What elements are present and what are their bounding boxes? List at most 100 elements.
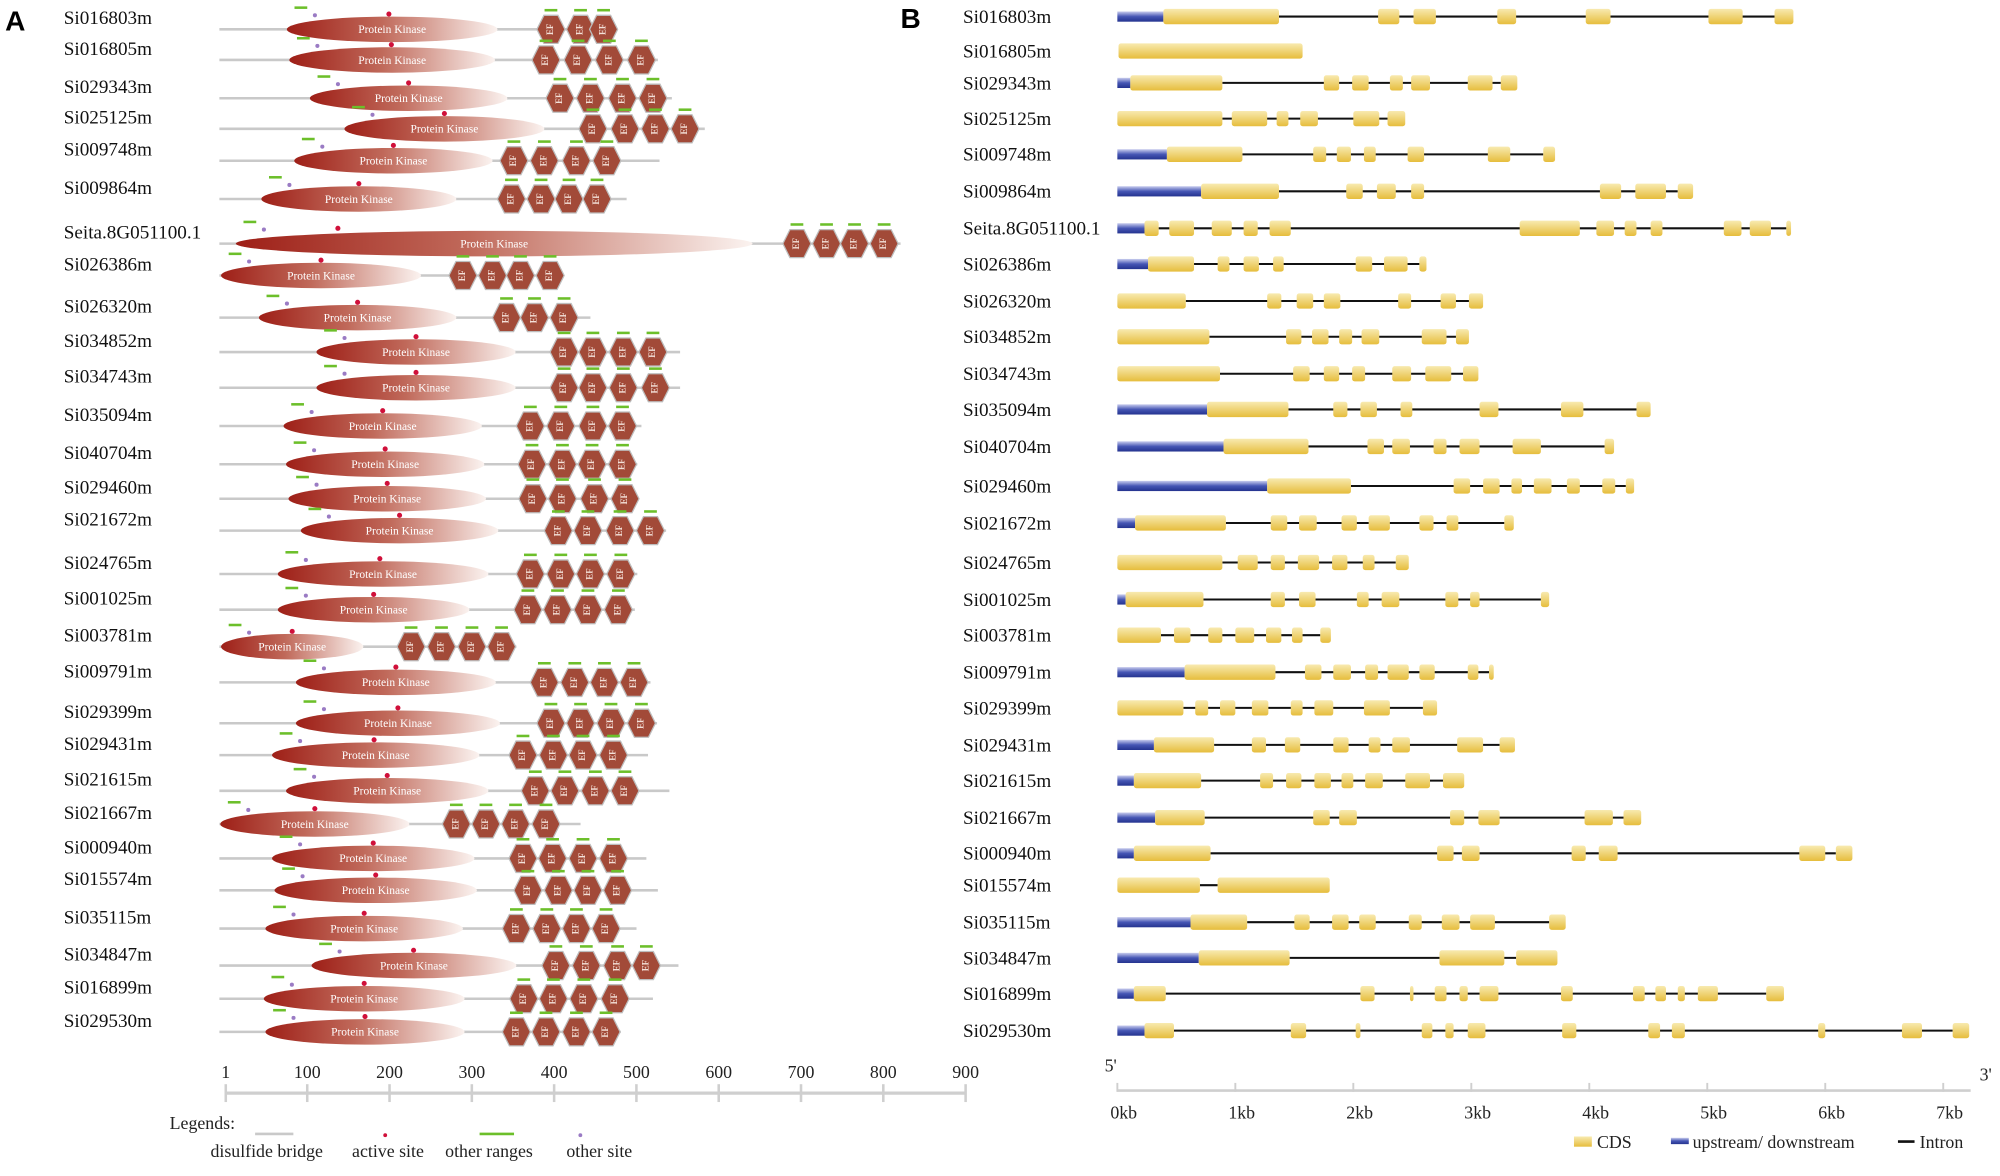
other-range-mark — [848, 223, 861, 226]
other-range-mark — [523, 405, 537, 409]
other-range-mark — [612, 589, 625, 592]
ef-hand-label: EF — [617, 382, 627, 394]
other-range-mark — [303, 700, 317, 703]
other-range-mark — [547, 978, 560, 981]
gene-name: Si024765m — [963, 553, 1051, 574]
axis-tick-label: 2kb — [1346, 1103, 1373, 1123]
protein-kinase-label: Protein Kinase — [359, 156, 427, 168]
gene-name: Si025125m — [963, 109, 1051, 130]
protein-name: Si000940m — [64, 837, 152, 858]
ef-hand-domain — [670, 114, 700, 144]
cds-exon — [1163, 8, 1279, 25]
ef-hand-label: EF — [555, 420, 565, 432]
ef-hand-domain — [448, 260, 478, 291]
cds-exon — [1368, 737, 1381, 753]
gene-name: Si029431m — [963, 735, 1051, 756]
ef-hand-domain — [550, 776, 580, 806]
cds-exon — [1799, 845, 1826, 861]
ef-hand-label: EF — [522, 884, 532, 896]
ef-hand-domain — [529, 146, 560, 176]
ef-hand-label: EF — [480, 818, 490, 830]
other-range-mark — [243, 220, 257, 224]
other-range-mark — [613, 510, 627, 513]
cds-exon — [1314, 700, 1334, 716]
other-range-mark — [273, 1008, 286, 1012]
ef-hand-label: EF — [466, 640, 476, 652]
ef-hand-label: EF — [570, 922, 580, 934]
ef-hand-domain — [589, 667, 620, 698]
upstream-region — [1117, 952, 1199, 964]
cds-exon — [1624, 220, 1637, 236]
other-range-mark — [614, 553, 628, 557]
ef-hand-domain — [638, 83, 668, 113]
gene-name: Si001025m — [963, 590, 1051, 611]
protein-kinase-domain — [295, 710, 500, 736]
ef-hand-domain — [607, 411, 638, 441]
other-range-mark — [558, 770, 572, 773]
ef-hand-domain — [396, 632, 426, 662]
ef-hand-label: EF — [619, 123, 629, 135]
ef-hand-label: EF — [619, 492, 629, 504]
other-range-mark — [581, 510, 595, 513]
cds-exon — [1440, 293, 1456, 309]
protein-kinase-domain — [316, 339, 516, 365]
ef-hand-label: EF — [557, 458, 567, 470]
other-range-mark — [616, 367, 630, 370]
protein-name: Si016803m — [64, 8, 152, 29]
protein-kinase-label: Protein Kinase — [410, 124, 478, 136]
other-range-mark — [568, 661, 582, 665]
cds-exon — [1766, 985, 1784, 1002]
protein-kinase-domain — [265, 915, 463, 942]
protein-name: Si016805m — [64, 39, 152, 60]
cds-exon — [1368, 515, 1390, 531]
other-range-mark — [534, 178, 548, 182]
active-site-mark — [355, 299, 361, 305]
other-range-mark — [598, 661, 611, 665]
ef-hand-label: EF — [649, 382, 659, 394]
protein-name: Si021672m — [64, 510, 152, 531]
other-site-mark — [298, 739, 303, 744]
ef-hand-label: EF — [580, 959, 590, 971]
other-range-mark — [790, 223, 804, 226]
cds-exon — [1468, 293, 1484, 309]
axis-tick-label: 900 — [952, 1062, 979, 1082]
gene-row: Si021615m — [963, 771, 1465, 792]
gene-row: Si026320m — [963, 291, 1484, 312]
axis-tick-label: 3kb — [1464, 1103, 1491, 1123]
ef-hand-label: EF — [575, 717, 585, 729]
cds-exon — [1223, 438, 1309, 455]
other-site-mark — [321, 707, 327, 712]
ef-hand-domain — [499, 146, 529, 176]
ef-hand-domain — [505, 260, 536, 291]
cds-exon — [1217, 256, 1230, 272]
upstream-swatch — [1670, 1137, 1689, 1145]
ef-hand-domain — [580, 776, 611, 806]
cds-exon — [1453, 478, 1471, 494]
gene-row: Si000940m — [963, 844, 1853, 865]
axis-tick-label: 300 — [458, 1062, 485, 1082]
ef-hand-domain — [578, 337, 608, 367]
ef-hand-domain — [573, 875, 603, 905]
ef-hand-label: EF — [555, 568, 565, 580]
ef-hand-domain — [575, 559, 606, 589]
cds-exon — [1392, 737, 1410, 753]
protein-kinase-label: Protein Kinase — [375, 93, 443, 105]
protein-kinase-label: Protein Kinase — [330, 994, 398, 1006]
ef-hand-label: EF — [647, 92, 657, 104]
cds-exon — [1604, 438, 1615, 455]
other-range-mark — [586, 367, 600, 370]
cds-exon — [1392, 438, 1410, 455]
active-site-mark — [380, 408, 386, 414]
cds-exon — [1540, 591, 1550, 608]
ef-hand-domain — [513, 595, 543, 625]
ef-hand-domain — [561, 913, 592, 944]
protein-kinase-label: Protein Kinase — [258, 642, 326, 654]
other-range-mark — [554, 405, 568, 409]
ef-hand-domain — [582, 184, 612, 214]
ef-hand-domain — [578, 411, 608, 441]
cds-exon — [1479, 985, 1499, 1002]
active-site-mark — [318, 257, 324, 263]
ef-hand-label: EF — [577, 749, 587, 761]
protein-name: Si021667m — [64, 803, 152, 824]
gene-row: Si009864m — [963, 182, 1694, 203]
